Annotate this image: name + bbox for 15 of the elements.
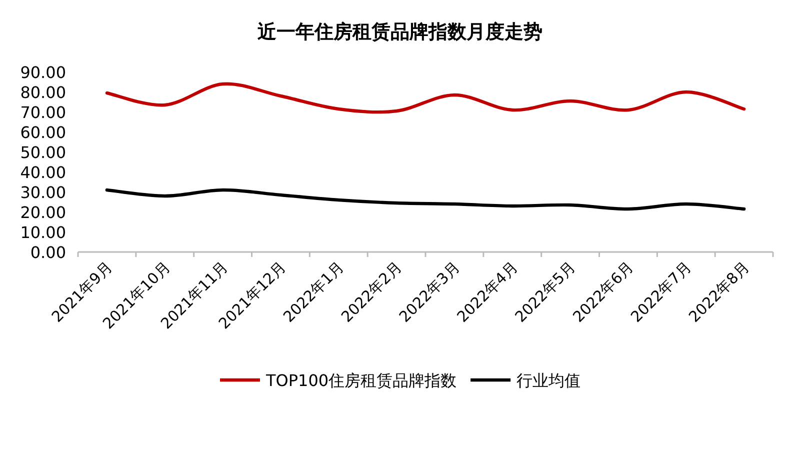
y-tick-label: 40.00	[20, 163, 66, 182]
y-tick-label: 20.00	[20, 203, 66, 222]
line-series	[105, 82, 746, 114]
legend-label: 行业均值	[516, 371, 581, 390]
legend-label: TOP100住房租赁品牌指数	[265, 371, 457, 390]
y-tick-label: 70.00	[20, 103, 66, 122]
y-tick-label: 80.00	[20, 83, 66, 102]
chart-title: 近一年住房租赁品牌指数月度走势	[256, 21, 542, 43]
y-tick-label: 0.00	[30, 243, 66, 262]
y-tick-label: 90.00	[20, 63, 66, 82]
y-tick-label: 30.00	[20, 183, 66, 202]
y-tick-label: 50.00	[20, 143, 66, 162]
y-tick-label: 60.00	[20, 123, 66, 142]
line-series	[105, 188, 746, 211]
y-tick-label: 10.00	[20, 223, 66, 242]
